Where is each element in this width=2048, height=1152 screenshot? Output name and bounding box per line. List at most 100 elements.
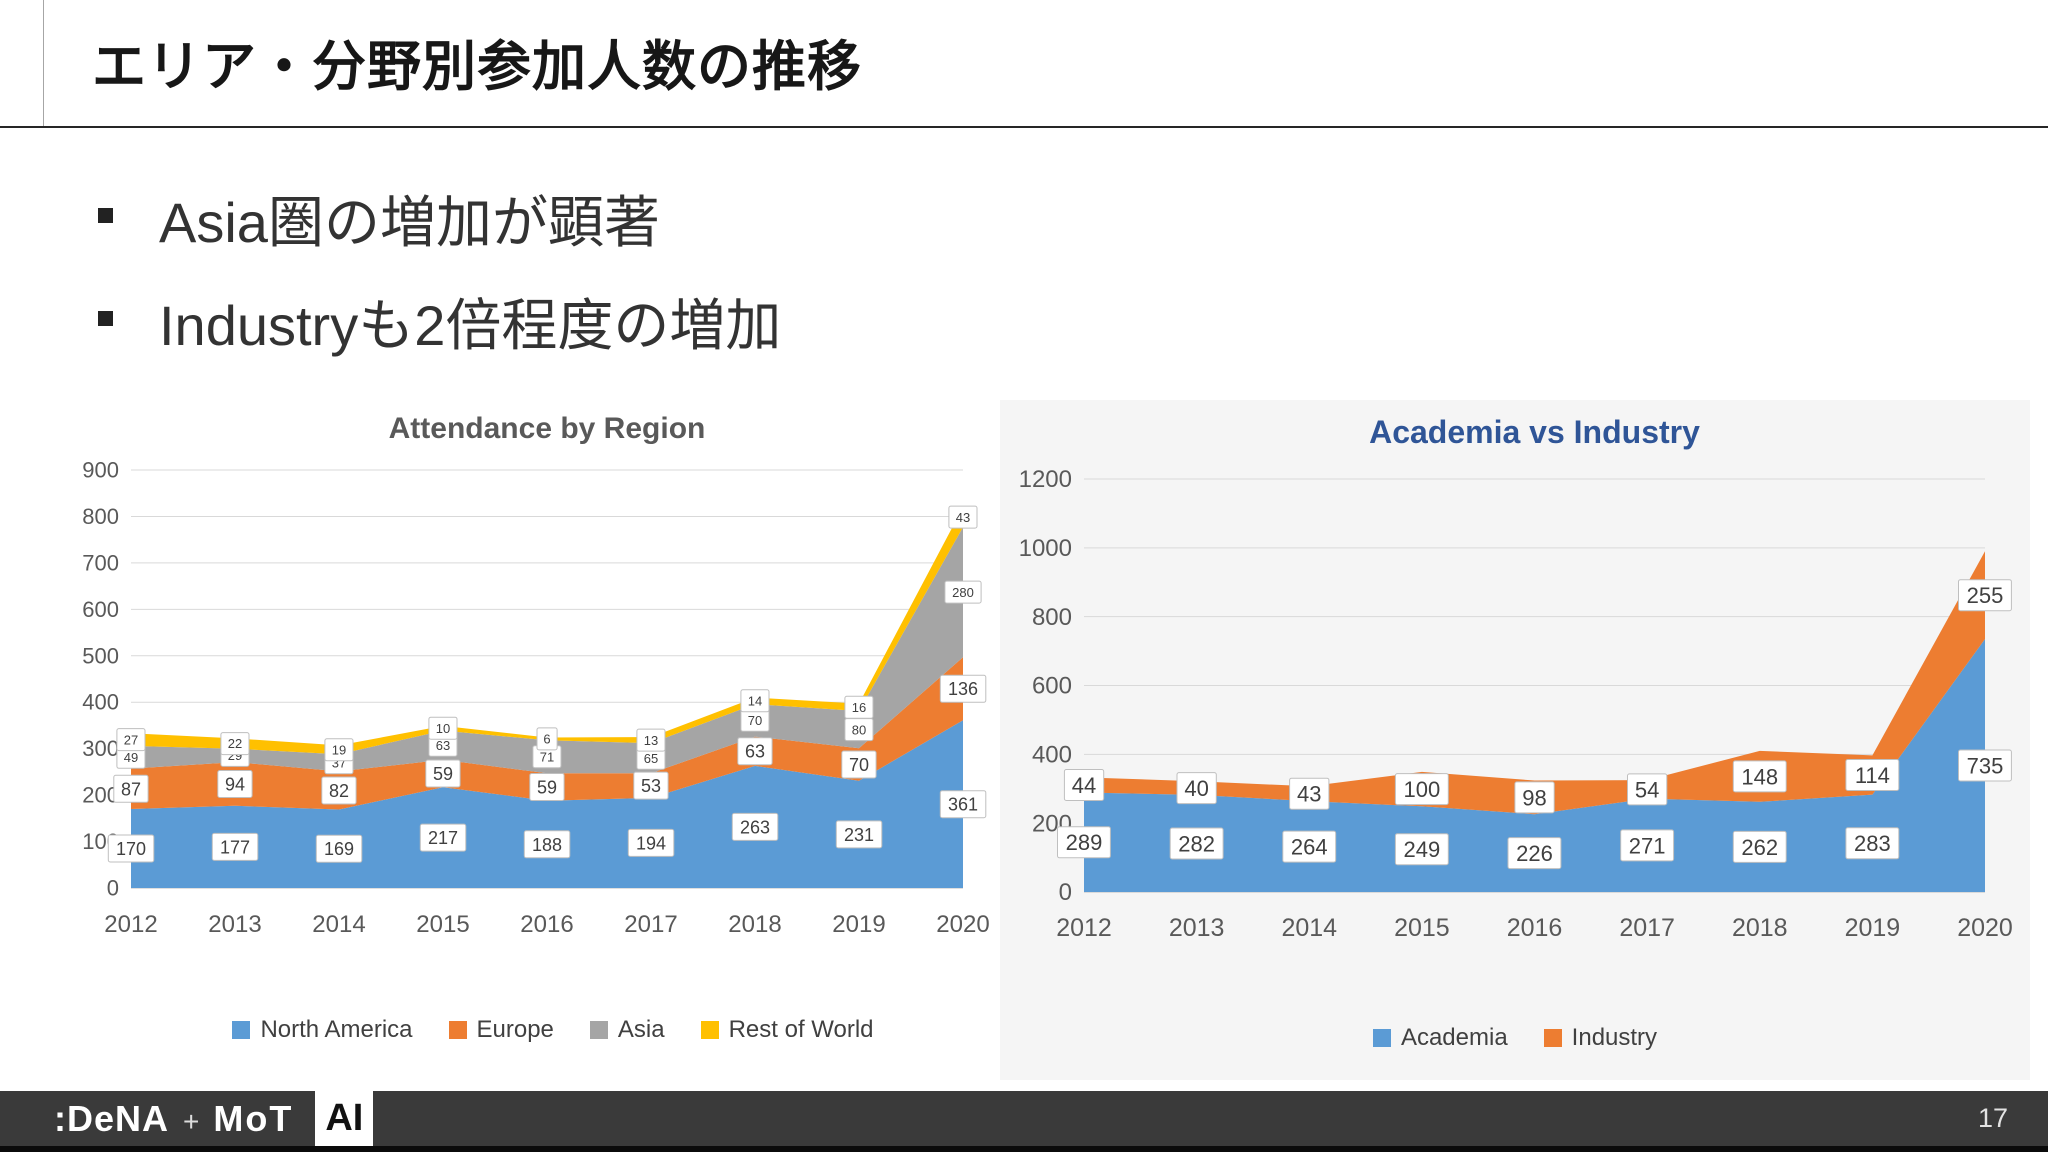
data-label-box	[1732, 830, 1787, 863]
data-label-box	[425, 759, 461, 788]
x-tick-label: 2016	[1507, 914, 1563, 942]
data-label-box	[1958, 579, 2012, 612]
x-tick-label: 2017	[624, 911, 677, 938]
data-label-box	[835, 820, 883, 849]
data-label: 65	[644, 751, 658, 766]
area-industry	[1084, 551, 1985, 815]
legend-label: Europe	[476, 1016, 554, 1043]
legend-item-asia: Asia	[589, 1016, 665, 1044]
legend-swatch-asia	[589, 1021, 608, 1039]
x-tick-label: 2019	[1845, 914, 1901, 942]
legend-label: Rest of World	[728, 1016, 874, 1043]
x-tick-label: 2012	[104, 911, 157, 938]
data-label-box	[211, 832, 259, 861]
y-tick-label: 400	[82, 690, 119, 715]
data-label-box	[1958, 749, 2012, 782]
title-left-rule	[43, 0, 44, 126]
data-label: 6	[543, 732, 550, 747]
data-label: 63	[436, 738, 450, 753]
y-tick-label: 200	[82, 783, 119, 808]
data-label: 22	[228, 736, 242, 751]
y-tick-label: 800	[82, 504, 119, 529]
data-label-box	[948, 505, 978, 529]
data-label: 262	[1741, 835, 1778, 860]
data-label: 148	[1741, 764, 1778, 789]
data-label: 43	[956, 510, 970, 525]
data-label: 169	[324, 839, 354, 859]
legend-label: Industry	[1571, 1024, 1658, 1051]
data-label-box	[1627, 773, 1668, 806]
data-label-box	[536, 727, 558, 751]
bullet-item: Asia圏の増加が顕著	[98, 178, 781, 259]
data-label-box	[113, 774, 149, 803]
x-tick-label: 2015	[1394, 914, 1450, 942]
data-label: 49	[124, 750, 138, 765]
data-label: 19	[332, 743, 346, 758]
legend-item-academia: Academia	[1372, 1024, 1508, 1052]
data-label-box	[737, 737, 773, 766]
data-label-box	[731, 812, 779, 841]
data-label: 94	[225, 774, 245, 794]
legend-label: Academia	[1400, 1024, 1508, 1051]
data-label-box	[529, 773, 565, 801]
y-tick-label: 1200	[1019, 466, 1072, 493]
data-label-box	[844, 695, 874, 719]
data-label-box	[523, 830, 571, 859]
data-label: 226	[1516, 841, 1553, 866]
data-label: 82	[329, 781, 349, 801]
x-tick-label: 2015	[416, 911, 469, 938]
bullet-marker	[98, 311, 113, 326]
attendance-by-region-chart: Attendance by Region 0 100 200 300 400 500 600…	[78, 400, 1028, 1080]
legend-item-north-america: North America	[232, 1016, 413, 1044]
bullet-item: Industryも2倍程度の増加	[98, 281, 781, 362]
legend-item-europe: Europe	[448, 1016, 554, 1044]
data-label: 280	[952, 585, 974, 600]
data-label: 43	[1297, 782, 1321, 807]
chart-title-attendance-by-region: Attendance by Region	[388, 412, 706, 445]
data-label-box	[1620, 829, 1675, 862]
data-label-box	[315, 834, 363, 863]
footer-bar: :DeNA + MoT AI 17	[0, 1091, 2048, 1146]
dena-mot-logo: :DeNA + MoT	[54, 1098, 293, 1140]
legend-swatch-rest-of-world	[700, 1021, 719, 1039]
data-label: 271	[1629, 833, 1666, 858]
page-number: 17	[1977, 1103, 2008, 1133]
data-label-box	[116, 728, 146, 752]
data-label: 249	[1404, 837, 1441, 862]
y-tick-label: 700	[82, 550, 119, 575]
area-academia	[1084, 639, 1985, 892]
logo-plus-sign: +	[183, 1105, 200, 1137]
data-label-box	[1176, 772, 1217, 805]
y-tick-label: 600	[82, 597, 119, 622]
y-tick-label: 900	[82, 458, 119, 482]
bullet-list: Asia圏の増加が顕著 Industryも2倍程度の増加	[98, 178, 781, 384]
data-label: 100	[1404, 777, 1441, 802]
data-label-box	[944, 580, 982, 604]
data-label: 16	[852, 700, 866, 715]
data-label-box	[419, 823, 467, 852]
data-label: 263	[740, 817, 770, 837]
data-label-box	[633, 771, 669, 800]
x-tick-label: 2012	[1056, 914, 1112, 942]
data-label: 217	[428, 828, 458, 848]
data-label: 194	[636, 833, 666, 853]
x-tick-label: 2020	[936, 911, 989, 938]
data-label: 170	[116, 839, 146, 859]
data-label: 10	[436, 721, 450, 736]
data-label-box	[1063, 769, 1105, 801]
data-label-box	[220, 732, 250, 756]
ai-badge: AI	[315, 1091, 374, 1146]
data-label-box	[1282, 830, 1337, 863]
x-tick-label: 2019	[832, 911, 885, 938]
data-label-box	[1514, 781, 1555, 814]
data-label: 80	[852, 722, 866, 737]
mot-logo-text: MoT	[213, 1097, 294, 1139]
data-label: 361	[948, 795, 978, 815]
data-label: 70	[748, 713, 762, 728]
data-label-box	[1845, 827, 1900, 860]
data-label: 282	[1178, 831, 1215, 856]
chart-title-academia-vs-industry: Academia vs Industry	[1369, 414, 1700, 450]
x-tick-label: 2014	[312, 911, 365, 938]
